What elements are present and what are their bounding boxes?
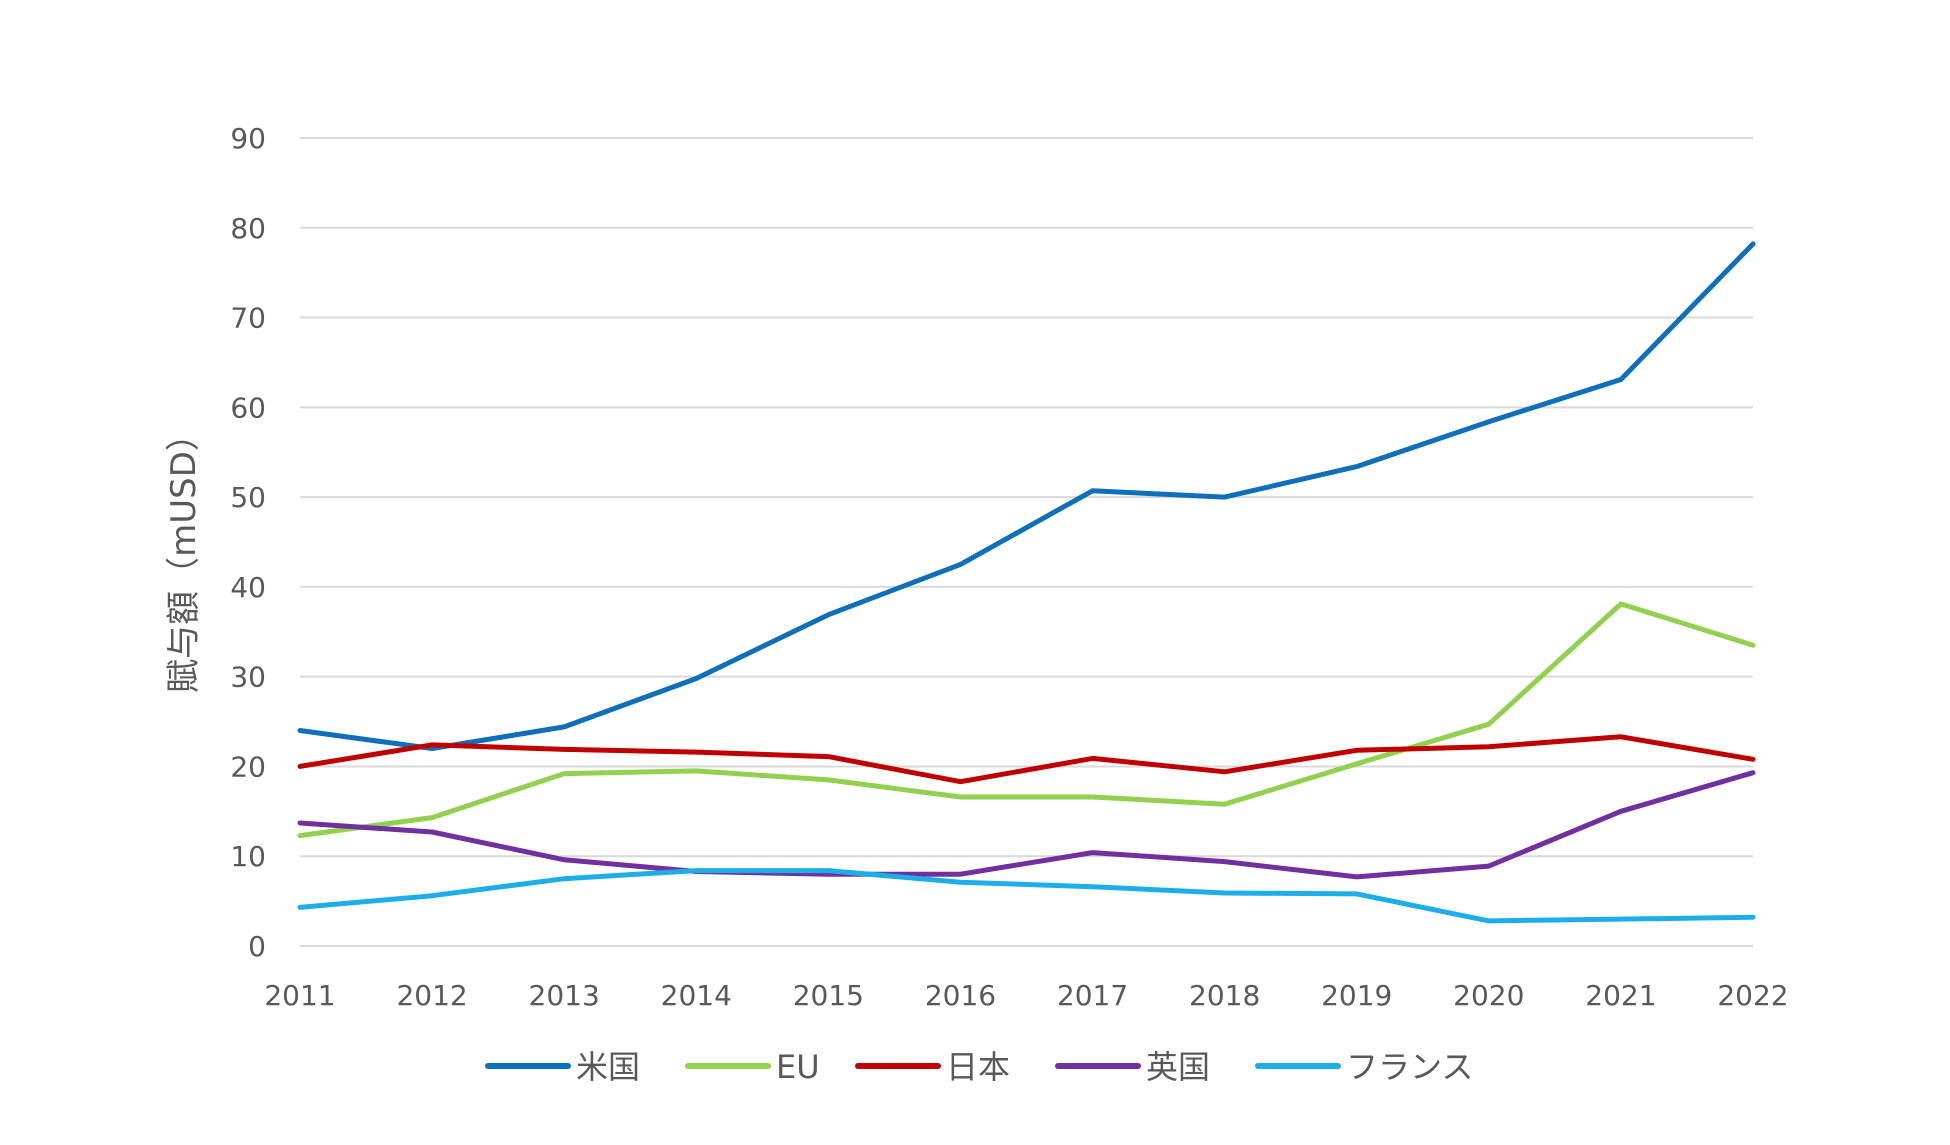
x-tick-label: 2018 (1189, 979, 1260, 1012)
x-tick-label: 2020 (1453, 979, 1524, 1012)
gridlines (300, 137, 1753, 947)
x-tick-label: 2011 (264, 979, 335, 1012)
x-tick-label: 2013 (529, 979, 600, 1012)
y-tick-label: 60 (230, 391, 266, 424)
legend-label: 米国 (576, 1048, 640, 1086)
y-tick-label: 10 (230, 840, 266, 873)
legend-item: 英国 (1055, 1048, 1210, 1086)
y-axis-label: 賦与額（mUSD） (164, 417, 204, 693)
legend-label: 英国 (1146, 1048, 1210, 1086)
x-tick-label: 2016 (925, 979, 996, 1012)
x-tick-label: 2017 (1057, 979, 1128, 1012)
y-tick-label: 50 (230, 481, 266, 514)
legend-item: EU (685, 1048, 820, 1086)
series-line-1 (297, 241, 1756, 751)
series-line-3 (297, 734, 1756, 785)
x-tick-label: 2021 (1585, 979, 1656, 1012)
y-tick-label: 30 (230, 661, 266, 694)
x-tick-label: 2014 (661, 979, 732, 1012)
y-tick-label: 90 (230, 122, 266, 155)
series-lines (297, 241, 1756, 924)
y-tick-label: 80 (230, 212, 266, 245)
y-axis-ticks: 0 10 20 30 40 50 60 70 80 90 (230, 122, 266, 963)
legend-item: 米国 (485, 1048, 640, 1086)
y-tick-label: 70 (230, 302, 266, 335)
x-tick-label: 2015 (793, 979, 864, 1012)
y-tick-label: 20 (230, 750, 266, 783)
series-line-4 (297, 770, 1756, 880)
y-tick-label: 40 (230, 571, 266, 604)
x-tick-label: 2019 (1321, 979, 1392, 1012)
legend-label: フランス (1346, 1048, 1473, 1086)
series-line-5 (297, 868, 1756, 924)
x-axis-ticks: 2011 2012 2013 2014 2015 2016 2017 2018 2019 2020… (264, 979, 1788, 1012)
legend-item: 日本 (855, 1048, 1010, 1086)
x-tick-label: 2012 (396, 979, 467, 1012)
y-tick-label: 0 (248, 930, 266, 963)
legend: 米国 EU 日本 英国 フランス (485, 1048, 1473, 1086)
legend-label: EU (776, 1048, 820, 1086)
legend-label: 日本 (946, 1048, 1010, 1086)
legend-item: フランス (1255, 1048, 1473, 1086)
x-tick-label: 2022 (1717, 979, 1788, 1012)
series-line-2 (297, 601, 1756, 839)
